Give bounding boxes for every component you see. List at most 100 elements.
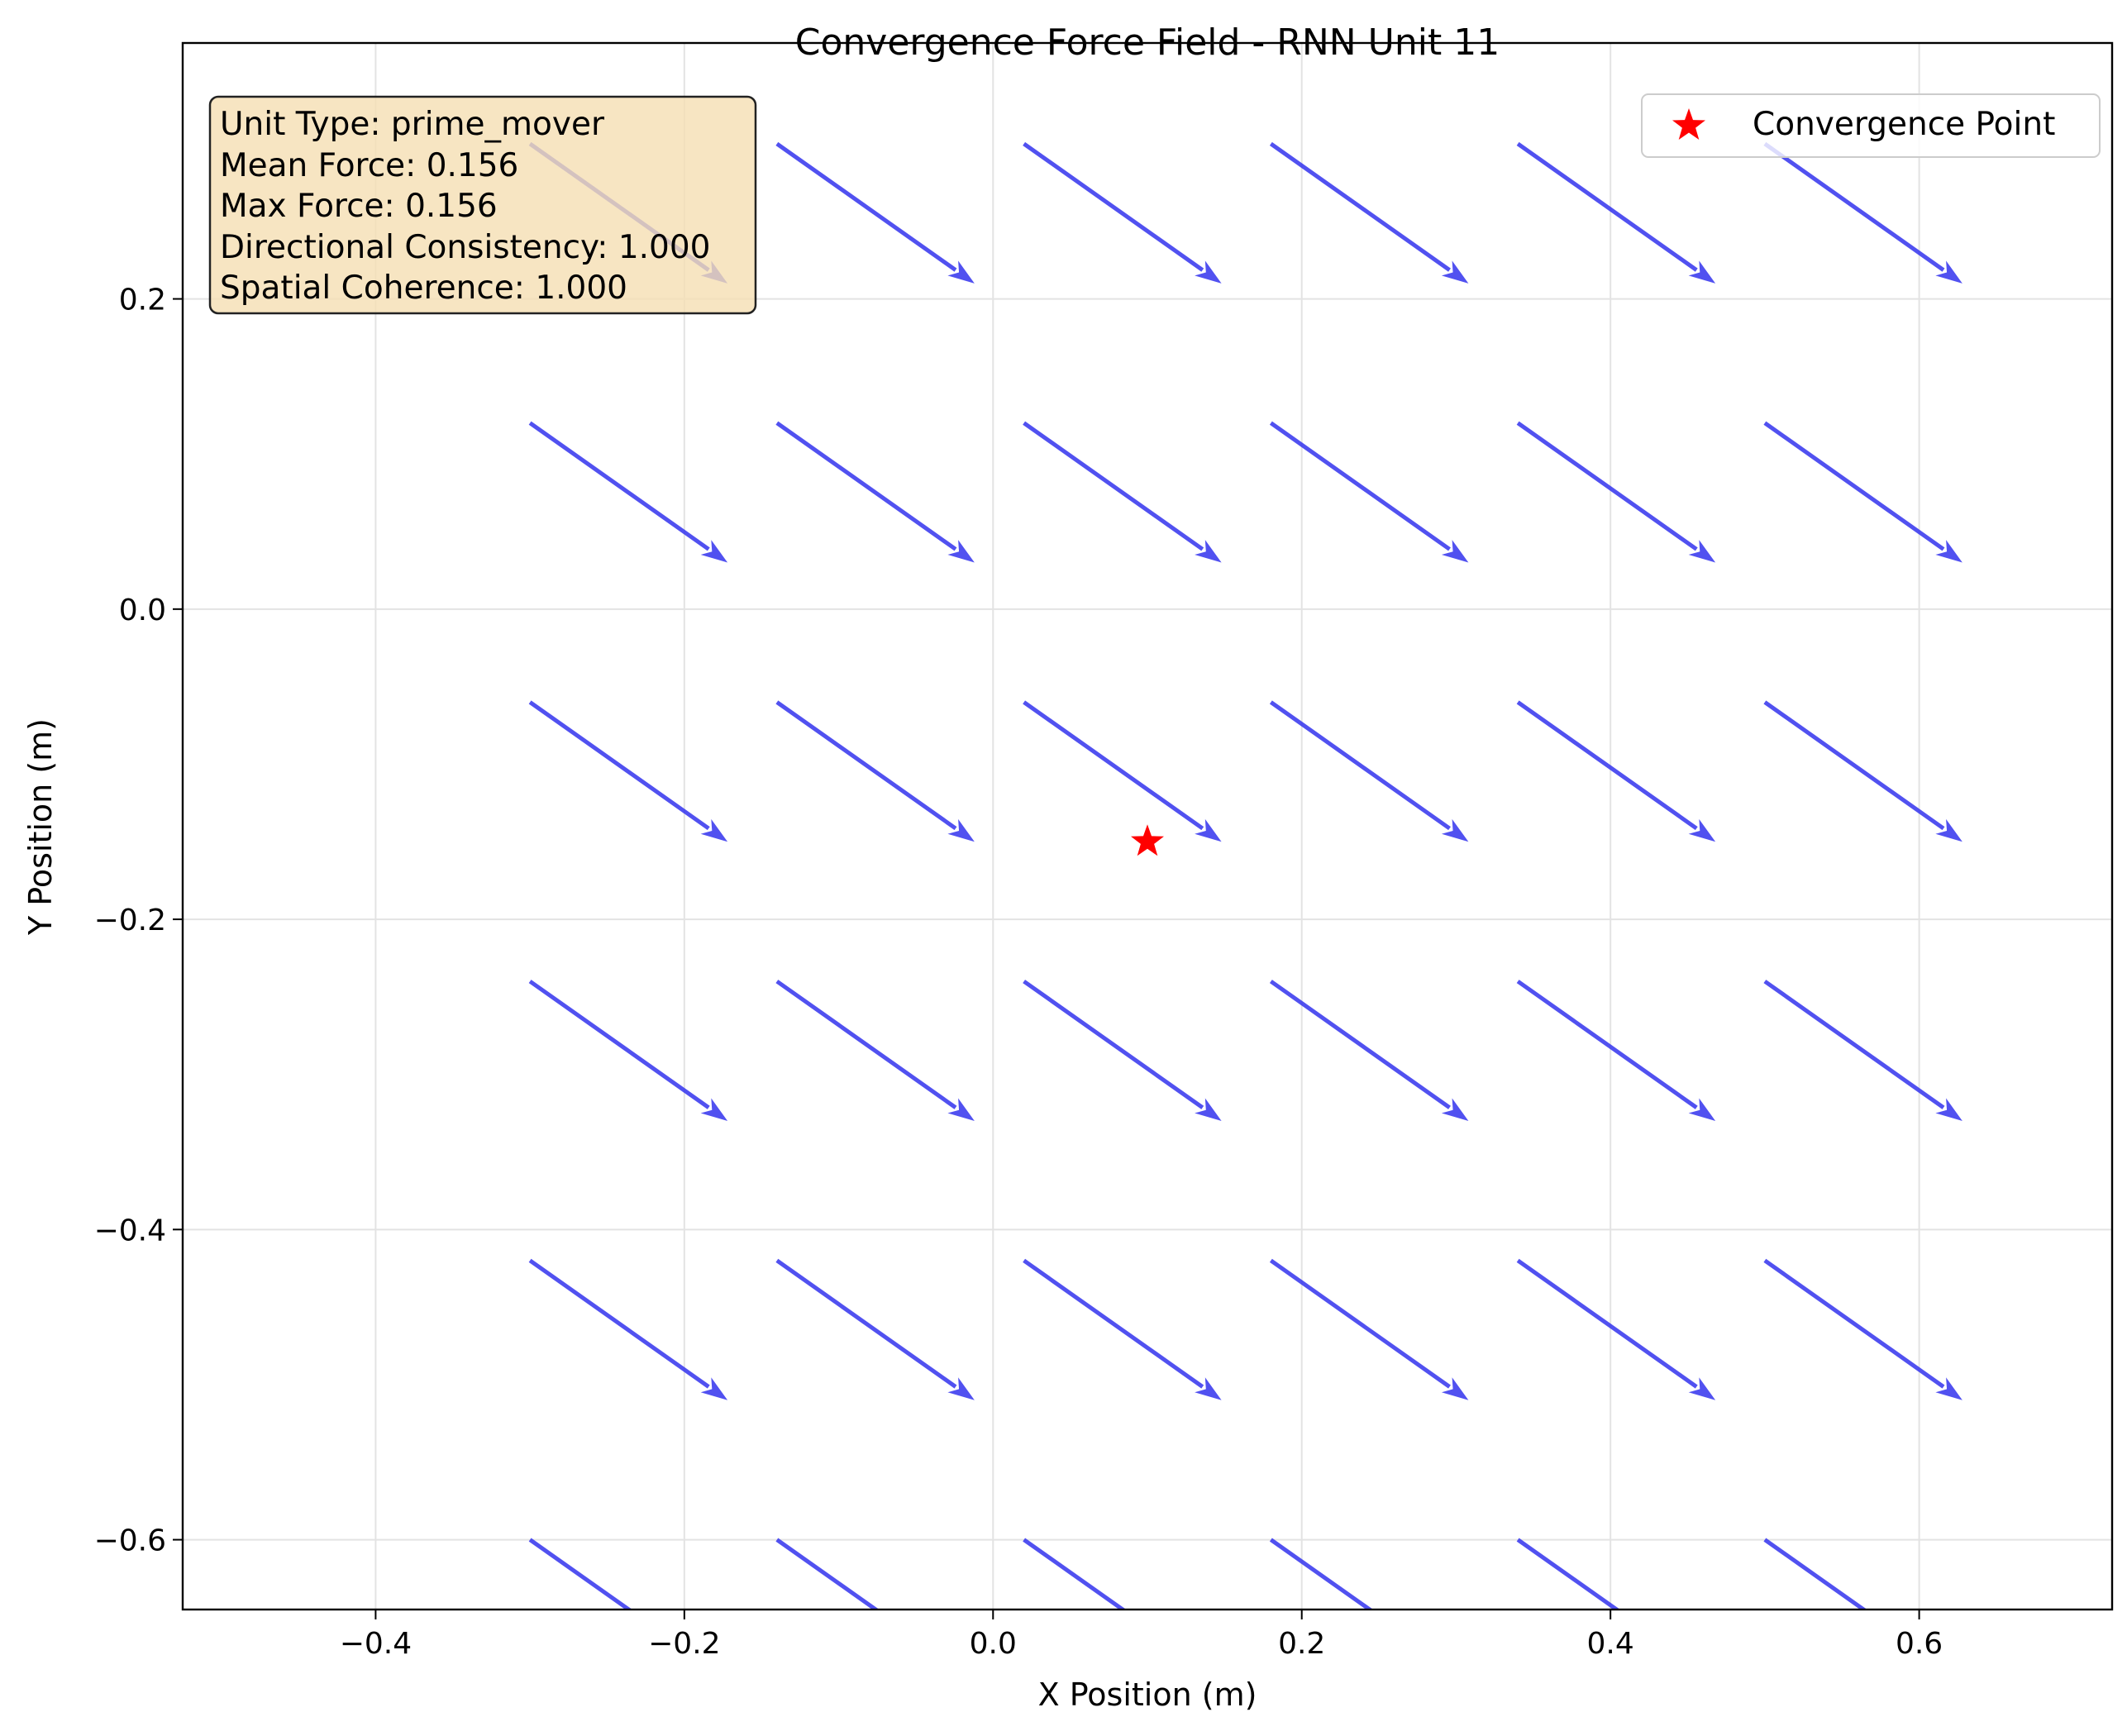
arrow-shaft [775, 1258, 957, 1389]
arrow-shaft [528, 1258, 710, 1389]
arrow-shaft [1763, 1258, 1945, 1389]
arrow-head [1935, 1377, 1962, 1400]
force-vector-arrow [1763, 700, 1962, 842]
arrow-shaft [528, 1538, 632, 1610]
arrow-shaft [1269, 421, 1451, 551]
arrow-shaft [1516, 980, 1698, 1109]
arrow-shaft [1269, 1538, 1374, 1610]
arrow-head [947, 540, 975, 563]
force-vector-arrow [1516, 141, 1716, 284]
arrow-head [1688, 1098, 1716, 1121]
legend: Convergence Point [1641, 93, 2101, 158]
x-axis-label: X Position (m) [1038, 1676, 1257, 1713]
arrow-shaft [1763, 980, 1945, 1109]
info-line-directional-consistency: Directional Consistency: 1.000 [220, 229, 710, 266]
legend-box [1641, 93, 2101, 158]
arrow-head [1688, 260, 1716, 284]
arrow-head [700, 1377, 728, 1400]
arrow-head [700, 818, 728, 842]
arrow-shaft [1763, 421, 1945, 551]
info-line-mean-force: Mean Force: 0.156 [220, 147, 518, 184]
axis-ticks: −0.4 −0.2 0.0 0.2 0.4 0.6 −0.6 −0.4 −0.2 0.0 0.2 [94, 284, 1943, 1661]
x-tick-label: −0.4 [340, 1627, 412, 1661]
x-tick-label: 0.0 [970, 1627, 1017, 1661]
arrow-shaft [1763, 141, 1945, 272]
force-vector-arrow [1269, 421, 1469, 563]
arrow-head [1441, 540, 1469, 563]
arrow-head [1195, 540, 1222, 563]
info-box-background [208, 95, 757, 315]
legend-label: Convergence Point [1753, 106, 2055, 143]
arrow-shaft [528, 421, 710, 551]
arrow-head [1441, 260, 1469, 284]
force-vector-arrow [528, 980, 728, 1121]
force-vector-arrow [1023, 1538, 1127, 1610]
force-vector-arrow [1763, 1258, 1962, 1400]
arrow-shaft [1023, 421, 1204, 551]
arrow-head [947, 260, 975, 284]
arrow-shaft [1269, 980, 1451, 1109]
force-vector-arrow [1763, 141, 1962, 284]
arrow-shaft [775, 141, 957, 272]
chart-title: Convergence Force Field - RNN Unit 11 [795, 21, 1500, 64]
arrow-shaft [528, 980, 710, 1109]
arrow-shaft [1763, 700, 1945, 831]
force-vector-arrow [1023, 1258, 1222, 1400]
arrow-head [1441, 818, 1469, 842]
arrow-shaft [1516, 700, 1698, 831]
arrow-head [1935, 818, 1962, 842]
y-tick-label: −0.2 [94, 904, 166, 937]
arrow-shaft [1023, 1538, 1127, 1610]
force-vector-arrow [1269, 141, 1469, 284]
force-vector-arrow [775, 141, 975, 284]
force-vector-arrow [1269, 1538, 1374, 1610]
arrow-shaft [1516, 141, 1698, 272]
arrow-shaft [775, 1538, 880, 1610]
info-line-spatial-coherence: Spatial Coherence: 1.000 [220, 269, 627, 307]
arrow-shaft [1023, 700, 1204, 831]
force-vector-arrow [1763, 980, 1962, 1121]
force-vector-arrow [1023, 141, 1222, 284]
arrow-shaft [1763, 1538, 1867, 1610]
plot-frame [181, 41, 2114, 1611]
x-tick-label: 0.6 [1896, 1627, 1943, 1661]
arrow-shaft [1023, 980, 1204, 1109]
arrow-head [1195, 260, 1222, 284]
y-tick-label: 0.0 [119, 594, 166, 627]
arrow-head [1195, 1377, 1222, 1400]
arrow-shaft [1269, 141, 1451, 272]
force-vector-arrow [775, 1538, 880, 1610]
arrow-head [700, 1098, 728, 1121]
arrow-shaft [1516, 421, 1698, 551]
info-line-max-force: Max Force: 0.156 [220, 188, 498, 225]
info-box: Unit Type: prime_mover Mean Force: 0.156… [208, 95, 757, 315]
arrow-shaft [1023, 141, 1204, 272]
arrow-head [1441, 1098, 1469, 1121]
force-vector-arrow [1516, 421, 1716, 563]
arrow-head [1195, 1098, 1222, 1121]
y-axis-label: Y Position (m) [22, 718, 59, 936]
arrow-head [1935, 1098, 1962, 1121]
arrow-shaft [1516, 1258, 1698, 1389]
force-vector-arrow [1516, 1258, 1716, 1400]
convergence-point-star [1131, 824, 1164, 856]
arrow-head [947, 1377, 975, 1400]
arrow-head [1688, 540, 1716, 563]
arrow-shaft [1023, 1258, 1204, 1389]
arrow-head [947, 818, 975, 842]
force-vector-arrow [1023, 980, 1222, 1121]
force-vector-arrow [1269, 1258, 1469, 1400]
legend-star-icon [1672, 108, 1705, 140]
force-vector-arrow [1269, 980, 1469, 1121]
force-vector-arrow [775, 421, 975, 563]
y-tick-label: −0.6 [94, 1524, 166, 1558]
arrow-shaft [1516, 1538, 1620, 1610]
x-tick-label: 0.4 [1587, 1627, 1634, 1661]
force-vector-arrow [775, 1258, 975, 1400]
arrow-head [700, 540, 728, 563]
arrow-head [1935, 540, 1962, 563]
arrow-head [1441, 1377, 1469, 1400]
arrow-head [1688, 1377, 1716, 1400]
force-vector-arrow [775, 980, 975, 1121]
